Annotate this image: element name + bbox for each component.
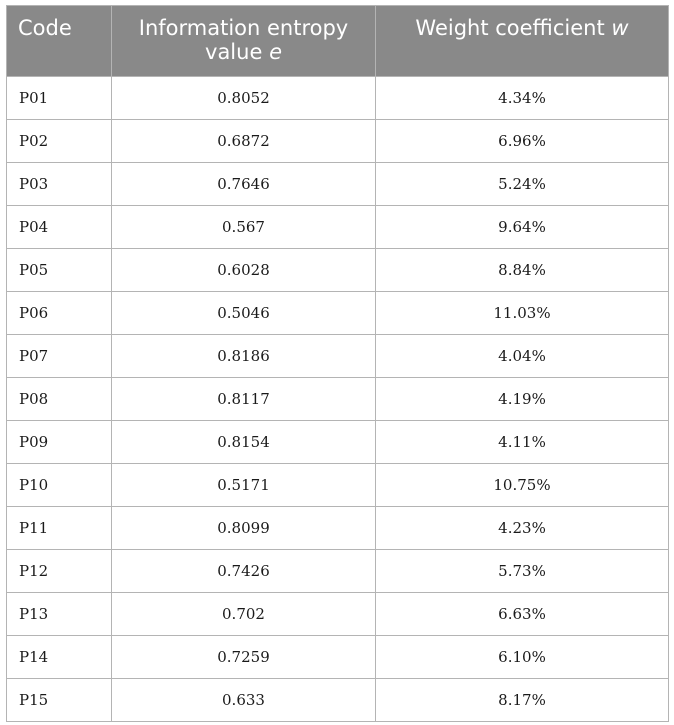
cell-weight: 4.19% [375, 377, 669, 421]
cell-weight: 4.11% [375, 420, 669, 464]
table-row: P06 0.5046 11.03% [6, 291, 669, 335]
cell-code: P13 [6, 592, 112, 636]
cell-weight: 6.10% [375, 635, 669, 679]
table-row: P03 0.7646 5.24% [6, 162, 669, 206]
cell-weight: 4.23% [375, 506, 669, 550]
header-weight-symbol: w [611, 16, 629, 40]
cell-weight: 8.17% [375, 678, 669, 722]
cell-entropy: 0.567 [111, 205, 376, 249]
cell-weight: 5.73% [375, 549, 669, 593]
header-code: Code [6, 5, 112, 77]
table-row: P13 0.702 6.63% [6, 592, 669, 636]
cell-weight: 11.03% [375, 291, 669, 335]
cell-weight: 4.34% [375, 76, 669, 120]
cell-code: P02 [6, 119, 112, 163]
cell-weight: 4.04% [375, 334, 669, 378]
cell-code: P11 [6, 506, 112, 550]
cell-code: P09 [6, 420, 112, 464]
cell-entropy: 0.702 [111, 592, 376, 636]
table-body: P01 0.8052 4.34% P02 0.6872 6.96% P03 0.7646 5.2… [6, 76, 669, 722]
table-row: P02 0.6872 6.96% [6, 119, 669, 163]
cell-code: P05 [6, 248, 112, 292]
entropy-weight-table: Code Information entropy value e Weight … [6, 5, 669, 722]
cell-entropy: 0.8052 [111, 76, 376, 120]
cell-entropy: 0.7426 [111, 549, 376, 593]
header-weight-label: Weight coefficient [415, 16, 612, 40]
cell-weight: 5.24% [375, 162, 669, 206]
table-row: P10 0.5171 10.75% [6, 463, 669, 507]
cell-weight: 8.84% [375, 248, 669, 292]
cell-entropy: 0.7259 [111, 635, 376, 679]
cell-entropy: 0.5046 [111, 291, 376, 335]
table-row: P09 0.8154 4.11% [6, 420, 669, 464]
cell-code: P07 [6, 334, 112, 378]
cell-weight: 10.75% [375, 463, 669, 507]
entropy-weight-table-container: Code Information entropy value e Weight … [6, 5, 669, 722]
table-row: P15 0.633 8.17% [6, 678, 669, 722]
cell-weight: 6.63% [375, 592, 669, 636]
cell-entropy: 0.6872 [111, 119, 376, 163]
cell-code: P08 [6, 377, 112, 421]
header-entropy-line2: value [205, 40, 270, 64]
table-row: P08 0.8117 4.19% [6, 377, 669, 421]
table-row: P12 0.7426 5.73% [6, 549, 669, 593]
header-row: Code Information entropy value e Weight … [6, 5, 669, 77]
cell-entropy: 0.7646 [111, 162, 376, 206]
cell-code: P12 [6, 549, 112, 593]
cell-code: P15 [6, 678, 112, 722]
table-header: Code Information entropy value e Weight … [6, 5, 669, 77]
table-row: P01 0.8052 4.34% [6, 76, 669, 120]
table-row: P04 0.567 9.64% [6, 205, 669, 249]
cell-code: P06 [6, 291, 112, 335]
cell-code: P03 [6, 162, 112, 206]
cell-entropy: 0.633 [111, 678, 376, 722]
table-row: P07 0.8186 4.04% [6, 334, 669, 378]
cell-entropy: 0.8154 [111, 420, 376, 464]
header-entropy-line1: Information entropy [138, 16, 349, 40]
header-weight: Weight coefficient w [375, 5, 669, 77]
cell-entropy: 0.5171 [111, 463, 376, 507]
cell-code: P01 [6, 76, 112, 120]
header-entropy-symbol: e [269, 40, 282, 64]
table-row: P14 0.7259 6.10% [6, 635, 669, 679]
cell-code: P14 [6, 635, 112, 679]
header-code-label: Code [18, 16, 72, 40]
cell-weight: 9.64% [375, 205, 669, 249]
table-row: P05 0.6028 8.84% [6, 248, 669, 292]
header-entropy: Information entropy value e [111, 5, 376, 77]
table-row: P11 0.8099 4.23% [6, 506, 669, 550]
cell-entropy: 0.8117 [111, 377, 376, 421]
cell-entropy: 0.6028 [111, 248, 376, 292]
cell-code: P04 [6, 205, 112, 249]
cell-code: P10 [6, 463, 112, 507]
cell-weight: 6.96% [375, 119, 669, 163]
cell-entropy: 0.8186 [111, 334, 376, 378]
cell-entropy: 0.8099 [111, 506, 376, 550]
